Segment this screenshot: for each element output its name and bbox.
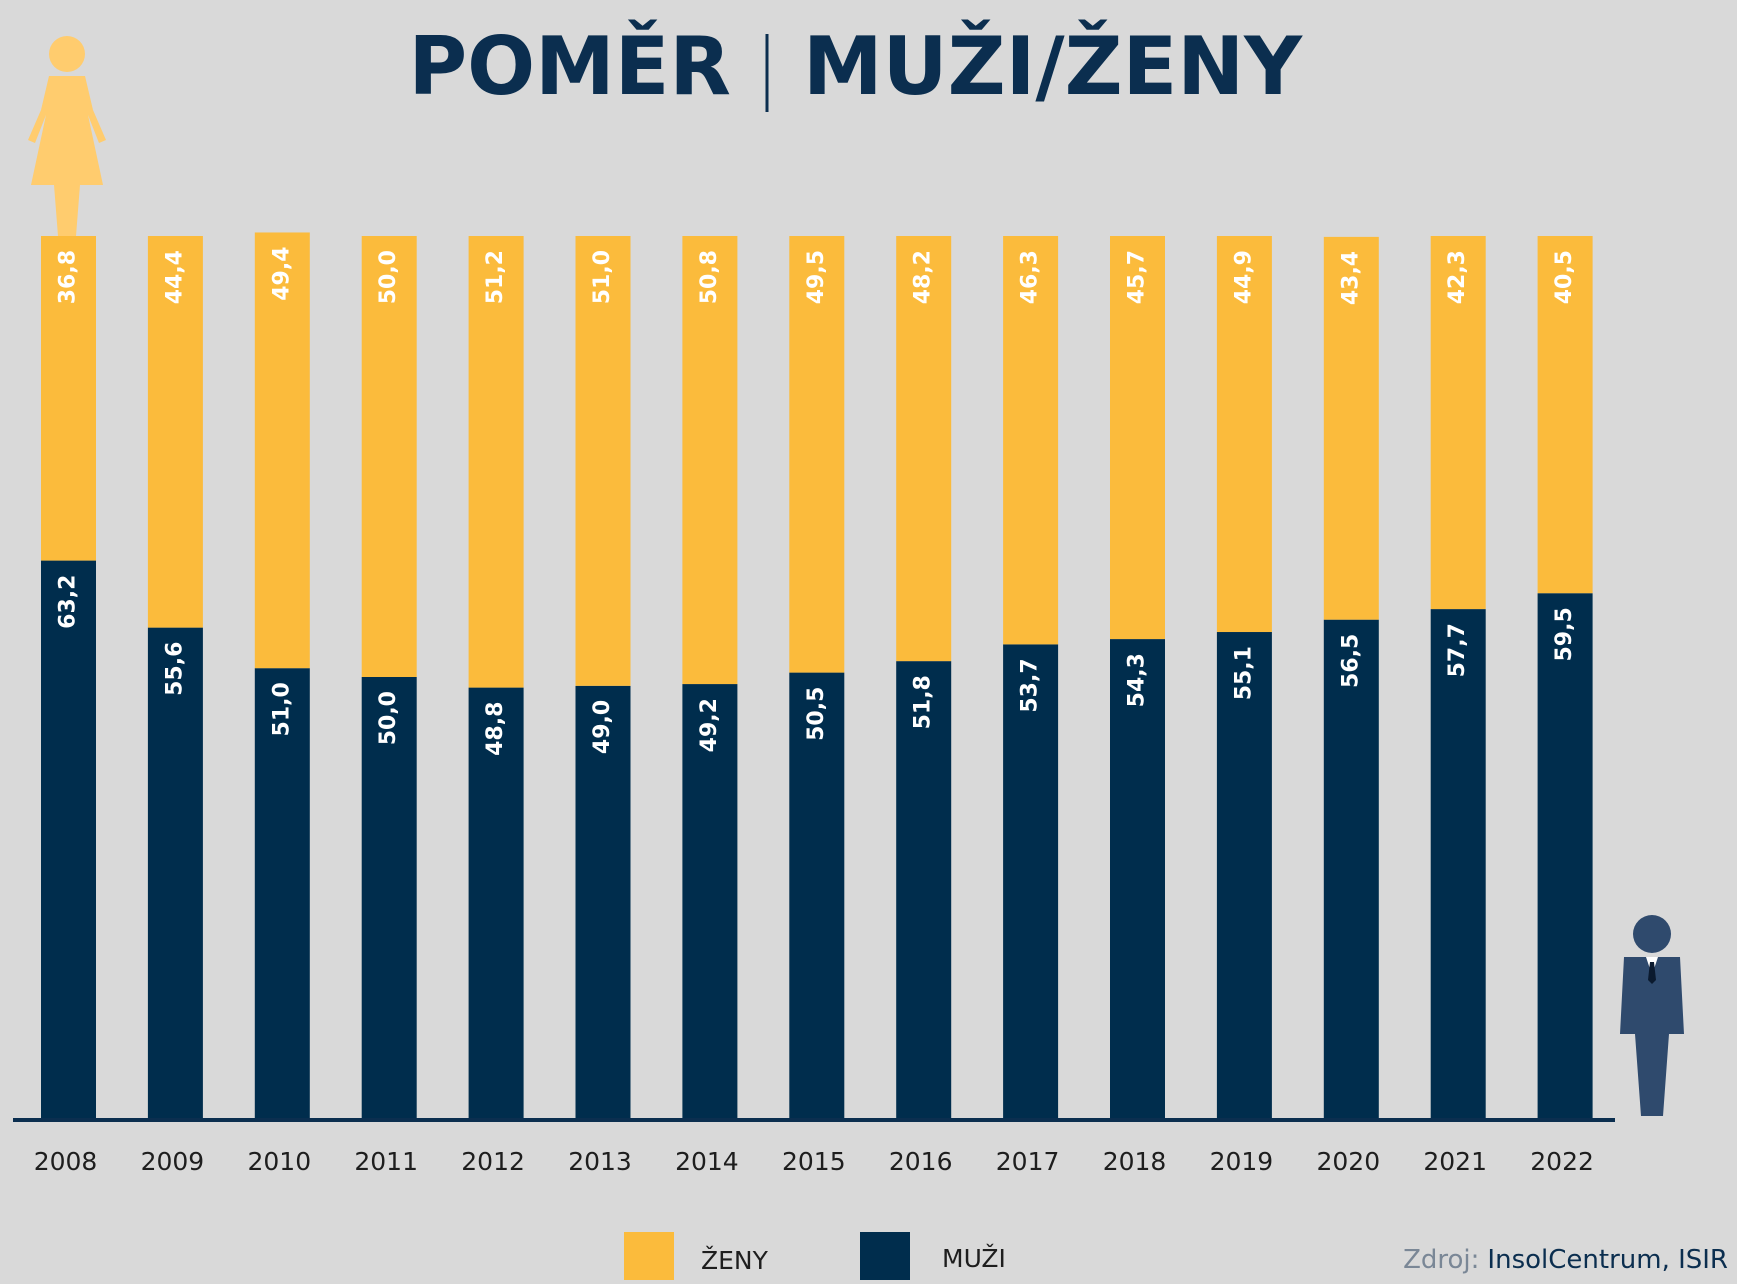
bar-segment (41, 560, 96, 1118)
value-label: 45,7 (1125, 250, 1150, 304)
x-tick-label: 2014 (675, 1147, 739, 1176)
bar-segment (147, 236, 203, 628)
bar-segment (575, 685, 631, 1118)
bar-segment (254, 232, 310, 669)
woman-icon (28, 36, 106, 236)
source-label: Zdroj: (1403, 1245, 1479, 1275)
value-label: 56,5 (1338, 634, 1363, 688)
x-tick-label: 2016 (889, 1147, 953, 1176)
value-label: 49,4 (269, 246, 294, 300)
bar-segment (1537, 236, 1593, 594)
value-label: 55,6 (162, 642, 187, 696)
value-label: 50,0 (376, 691, 401, 745)
bar-segment (1323, 236, 1379, 620)
x-tick-label: 2019 (1210, 1147, 1274, 1176)
value-label: 44,4 (162, 250, 187, 304)
value-label: 50,0 (376, 250, 401, 304)
x-tick-label: 2021 (1423, 1147, 1487, 1176)
bar-segment (1216, 236, 1272, 633)
value-label: 50,5 (804, 687, 829, 741)
value-label: 53,7 (1018, 658, 1043, 712)
x-tick-label: 2012 (461, 1147, 525, 1176)
value-label: 48,8 (483, 702, 508, 756)
bar-segment (41, 236, 96, 561)
value-label: 59,5 (1552, 607, 1577, 661)
value-label: 51,2 (483, 250, 508, 304)
value-label: 49,0 (590, 700, 615, 754)
bar-segment (361, 677, 417, 1118)
x-tick-label: 2022 (1530, 1147, 1594, 1176)
man-icon (1620, 915, 1684, 1116)
bar-segment (468, 687, 524, 1118)
value-label: 48,2 (911, 250, 936, 304)
bar-segment (1110, 639, 1165, 1118)
bar-segment (682, 236, 738, 685)
legend-label: MUŽI (942, 1244, 1006, 1273)
bar-segment (789, 672, 845, 1118)
chart-title: POMĚR (409, 19, 732, 113)
value-label: 46,3 (1018, 250, 1043, 304)
value-label: 49,2 (697, 698, 722, 752)
value-label: 63,2 (56, 575, 81, 629)
bar-segment (147, 627, 203, 1118)
x-tick-label: 2020 (1316, 1147, 1380, 1176)
bar-segment (789, 236, 845, 673)
bar-segment (1323, 619, 1379, 1118)
value-label: 51,0 (590, 250, 615, 304)
bar-segment (1216, 632, 1272, 1118)
value-label: 40,5 (1552, 250, 1577, 304)
bar-segment (575, 236, 631, 686)
legend-label: ŽENY (701, 1246, 769, 1275)
x-tick-label: 2017 (996, 1147, 1060, 1176)
bar-segment (896, 236, 952, 662)
value-label: 50,8 (697, 250, 722, 304)
bar-segment (468, 236, 524, 688)
chart-title: MUŽI/ŽENY (803, 19, 1303, 113)
bar-segment (1003, 236, 1059, 645)
value-label: 51,8 (911, 675, 936, 729)
value-label: 49,5 (804, 250, 829, 304)
legend-swatch (624, 1232, 674, 1280)
source-text: InsolCentrum, ISIR (1487, 1245, 1728, 1275)
x-tick-label: 2015 (782, 1147, 846, 1176)
source: Zdroj: InsolCentrum, ISIR (1403, 1245, 1728, 1275)
legend-swatch (860, 1232, 910, 1280)
x-tick-label: 2010 (247, 1147, 311, 1176)
bar-segment (1110, 236, 1165, 640)
x-tick-label: 2011 (354, 1147, 418, 1176)
value-label: 57,7 (1445, 623, 1470, 677)
value-label: 51,0 (269, 682, 294, 736)
bar-segment (1537, 593, 1593, 1118)
bar-segment (1430, 609, 1486, 1118)
bar-segment (896, 661, 952, 1118)
bar-segment (1003, 644, 1059, 1118)
x-tick-label: 2018 (1103, 1147, 1167, 1176)
value-label: 42,3 (1445, 250, 1470, 304)
x-tick-label: 2013 (568, 1147, 632, 1176)
x-tick-label: 2009 (141, 1147, 205, 1176)
value-label: 55,1 (1231, 646, 1256, 700)
bar-segment (361, 236, 417, 677)
value-label: 43,4 (1338, 251, 1363, 305)
bar-segment (682, 684, 738, 1118)
value-label: 54,3 (1125, 653, 1150, 707)
x-tick-label: 2008 (34, 1147, 98, 1176)
value-label: 36,8 (56, 250, 81, 304)
bar-segment (254, 668, 310, 1118)
bar-segment (1430, 236, 1486, 610)
value-label: 44,9 (1231, 250, 1256, 304)
